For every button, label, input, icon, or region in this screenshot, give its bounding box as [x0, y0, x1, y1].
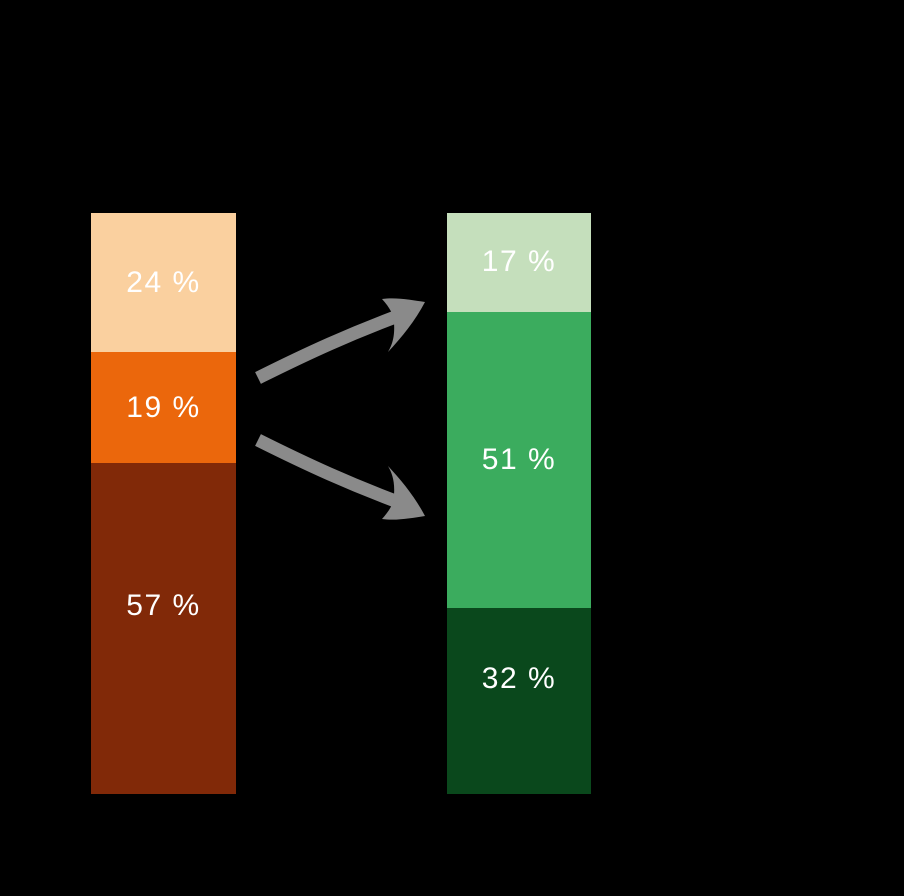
arrow-down-right-icon [255, 434, 425, 520]
segment-value-label: 57 % [126, 589, 201, 623]
segment-value-label: 19 % [126, 390, 201, 424]
arrow-up-right-icon [255, 298, 425, 384]
segment-value-label: 51 % [481, 442, 557, 476]
stacked-bar-left: 24 % 19 % 57 % [91, 213, 236, 794]
segment-value-label: 24 % [126, 265, 201, 299]
bar-segment: 24 % [91, 213, 236, 353]
bar-segment: 19 % [91, 352, 236, 463]
segment-value-label: 17 % [481, 245, 557, 279]
bar-segment: 51 % [447, 311, 591, 609]
stacked-bar-right: 17 % 51 % 32 % [447, 213, 591, 794]
bar-segment: 32 % [447, 608, 591, 794]
segment-value-label: 32 % [481, 662, 557, 696]
bar-segment: 57 % [91, 462, 236, 794]
bar-segment: 17 % [447, 213, 591, 312]
